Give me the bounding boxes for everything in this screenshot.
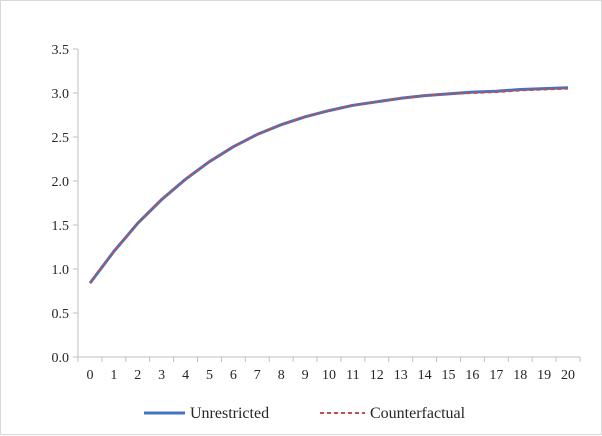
x-tick-label: 5: [206, 368, 213, 383]
x-tick-label: 17: [489, 368, 503, 383]
y-tick-label: 0.5: [52, 307, 70, 322]
y-tick-label: 1.5: [52, 219, 70, 234]
x-tick-label: 4: [182, 368, 189, 383]
y-tick-label: 2.5: [52, 131, 70, 146]
x-tick-label: 3: [158, 368, 165, 383]
y-axis-ticks: 0.0 0.5 1.0 1.5 2.0 2.5 3.0 3.5: [52, 43, 78, 366]
legend: Unrestricted Counterfactual: [144, 405, 466, 422]
legend-label-unrestricted: Unrestricted: [190, 405, 269, 422]
x-tick-label: 14: [418, 368, 432, 383]
x-tick-label: 1: [110, 368, 117, 383]
y-tick-label: 3.5: [52, 43, 70, 58]
x-tick-label: 12: [370, 368, 384, 383]
series-line-unrestricted: [88, 86, 569, 285]
y-tick-label: 0.0: [52, 351, 70, 366]
x-tick-label: 13: [394, 368, 408, 383]
x-tick-label: 10: [322, 368, 336, 383]
x-tick-label: 18: [513, 368, 527, 383]
series-line-counterfactual: [89, 87, 569, 284]
legend-label-counterfactual: Counterfactual: [370, 405, 466, 422]
y-tick-label: 3.0: [52, 87, 70, 102]
x-tick-label: 16: [465, 368, 479, 383]
x-tick-label: 19: [537, 368, 551, 383]
y-tick-label: 2.0: [52, 175, 70, 190]
x-tick-label: 20: [561, 368, 575, 383]
x-tick-label: 0: [86, 368, 93, 383]
x-tick-label: 11: [346, 368, 359, 383]
y-tick-label: 1.0: [52, 263, 70, 278]
x-tick-label: 7: [254, 368, 261, 383]
x-axis-ticks: 0 1 2 3 4 5 6 7 8 9 10 11 12 13 14 15 16 17 18 19 20: [77, 357, 581, 383]
x-tick-label: 6: [230, 368, 237, 383]
x-tick-label: 8: [278, 368, 285, 383]
x-tick-label: 15: [442, 368, 456, 383]
x-tick-label: 9: [302, 368, 309, 383]
series-layer: [88, 86, 569, 285]
x-tick-label: 2: [134, 368, 141, 383]
